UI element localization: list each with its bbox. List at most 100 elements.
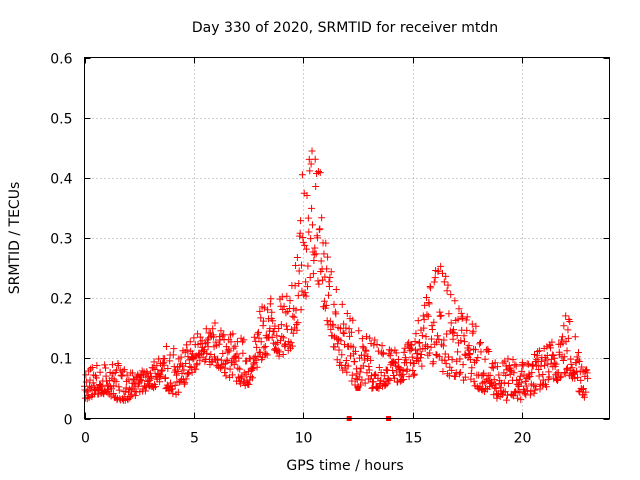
data-point — [457, 337, 465, 345]
data-point — [560, 322, 568, 330]
data-point — [309, 270, 317, 278]
data-point — [273, 332, 281, 340]
data-point — [338, 351, 346, 359]
data-point — [236, 365, 244, 373]
data-point — [216, 336, 224, 344]
data-point — [310, 251, 318, 259]
data-point — [349, 316, 357, 324]
data-point — [571, 333, 579, 341]
y-tick-label: 0 — [64, 413, 73, 429]
data-point — [82, 378, 90, 386]
data-point — [351, 358, 359, 366]
data-point — [386, 352, 394, 360]
data-point — [191, 353, 199, 361]
data-point — [532, 382, 540, 390]
data-point — [348, 377, 356, 385]
data-point — [214, 355, 222, 363]
data-point — [434, 267, 442, 275]
data-point — [306, 167, 314, 175]
data-point — [256, 307, 264, 315]
data-point — [584, 374, 592, 382]
data-point — [523, 360, 531, 368]
data-point — [538, 381, 546, 389]
data-point — [447, 319, 455, 327]
data-point — [460, 338, 468, 346]
data-point — [371, 336, 379, 344]
y-tick-label: 0.1 — [50, 352, 72, 368]
data-point — [379, 349, 387, 357]
data-point — [503, 396, 511, 404]
data-point — [460, 332, 468, 340]
data-point — [302, 292, 310, 300]
data-point — [478, 379, 486, 387]
data-point — [363, 333, 371, 341]
data-point — [361, 379, 369, 387]
data-point — [317, 257, 325, 265]
data-point — [526, 372, 534, 380]
data-point — [462, 316, 470, 324]
data-point — [443, 287, 451, 295]
data-point — [560, 353, 568, 361]
data-point — [305, 228, 313, 236]
data-point — [253, 363, 261, 371]
data-point — [177, 353, 185, 361]
data-point — [294, 292, 302, 300]
data-point — [229, 330, 237, 338]
data-point — [322, 302, 330, 310]
data-point — [418, 332, 426, 340]
data-point — [562, 312, 570, 320]
data-point — [289, 312, 297, 320]
data-point — [380, 372, 388, 380]
data-point — [522, 382, 530, 390]
data-point — [580, 385, 588, 393]
data-point — [577, 376, 585, 384]
data-point — [558, 333, 566, 341]
data-point — [297, 261, 305, 269]
data-point — [470, 377, 478, 385]
data-point — [118, 372, 126, 380]
data-point — [486, 371, 494, 379]
data-point — [377, 369, 385, 377]
data-point — [463, 313, 471, 321]
data-point — [280, 334, 288, 342]
data-point — [342, 324, 350, 332]
data-point — [428, 326, 436, 334]
data-point — [369, 378, 377, 386]
data-point — [316, 169, 324, 177]
data-point — [536, 347, 544, 355]
data-point — [389, 367, 397, 375]
data-point — [346, 332, 354, 340]
data-point — [521, 377, 529, 385]
data-point — [183, 346, 191, 354]
data-point — [125, 385, 133, 393]
data-point — [408, 353, 416, 361]
data-point — [502, 371, 510, 379]
data-point — [352, 375, 360, 383]
data-point — [115, 386, 123, 394]
data-point — [289, 329, 297, 337]
data-point — [337, 337, 345, 345]
chart-title: Day 330 of 2020, SRMTID for receiver mtd… — [192, 20, 498, 36]
data-point — [275, 325, 283, 333]
data-point — [333, 334, 341, 342]
data-point — [430, 318, 438, 326]
data-point — [262, 350, 270, 358]
data-point — [547, 344, 555, 352]
data-point — [422, 341, 430, 349]
data-point — [427, 284, 435, 292]
data-point — [358, 376, 366, 384]
data-point — [82, 371, 90, 379]
x-tick-labels: 0 5 10 15 20 — [81, 431, 531, 447]
data-point — [510, 369, 518, 377]
data-point — [120, 366, 128, 374]
data-point — [438, 340, 446, 348]
data-point — [557, 372, 565, 380]
data-point — [515, 383, 523, 391]
data-point — [357, 381, 365, 389]
data-point — [516, 372, 524, 380]
data-point — [230, 344, 238, 352]
data-point — [542, 356, 550, 364]
data-point — [320, 250, 328, 258]
data-point — [437, 311, 445, 319]
data-point — [430, 278, 438, 286]
